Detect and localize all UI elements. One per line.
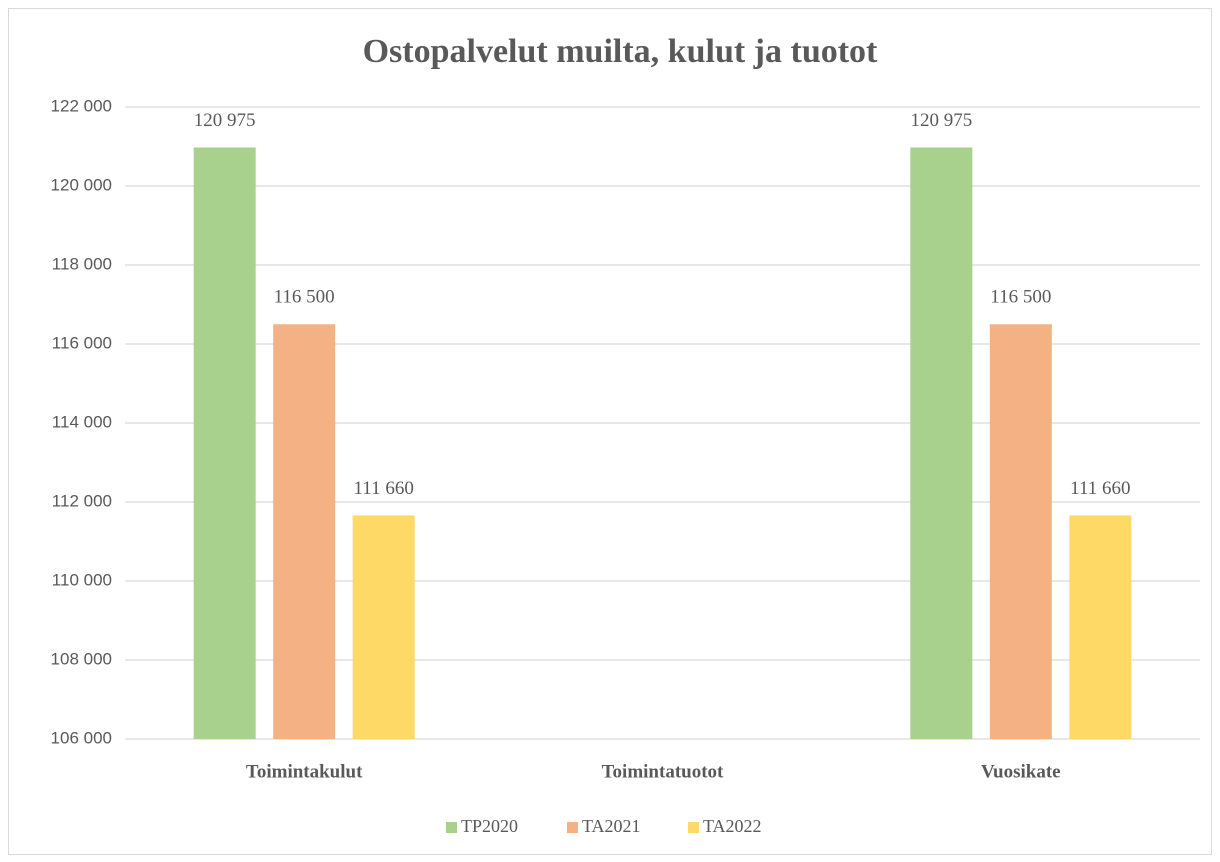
y-tick-label: 108 000 <box>51 649 112 668</box>
x-tick-label: Toimintakulut <box>246 761 363 782</box>
data-label: 120 975 <box>194 110 256 131</box>
data-label: 116 500 <box>274 287 335 308</box>
legend-swatch <box>567 822 578 833</box>
y-tick-label: 122 000 <box>51 96 112 115</box>
bar <box>1069 515 1132 739</box>
y-tick-label: 106 000 <box>51 728 112 747</box>
data-label: 111 660 <box>353 478 413 499</box>
bar <box>193 147 256 740</box>
y-tick-label: 114 000 <box>52 412 112 431</box>
legend-label: TP2020 <box>461 816 518 836</box>
y-tick-label: 120 000 <box>51 175 112 194</box>
data-label: 116 500 <box>990 287 1051 308</box>
data-label: 111 660 <box>1070 478 1130 499</box>
bar <box>352 515 415 739</box>
legend-label: TA2022 <box>703 816 762 836</box>
y-tick-label: 110 000 <box>52 570 112 589</box>
legend-swatch <box>446 822 457 833</box>
x-tick-label: Vuosikate <box>981 761 1061 782</box>
bar <box>273 324 336 739</box>
y-tick-label: 112 000 <box>52 491 112 510</box>
data-label: 120 975 <box>910 110 972 131</box>
y-tick-label: 116 000 <box>52 333 112 352</box>
legend-label: TA2021 <box>582 816 641 836</box>
bar <box>910 147 973 740</box>
x-tick-label: Toimintatuotot <box>602 761 724 782</box>
y-tick-label: 118 000 <box>52 254 112 273</box>
chart-title: Ostopalvelut muilta, kulut ja tuotot <box>363 33 878 70</box>
bar <box>989 324 1052 739</box>
legend-swatch <box>688 822 699 833</box>
